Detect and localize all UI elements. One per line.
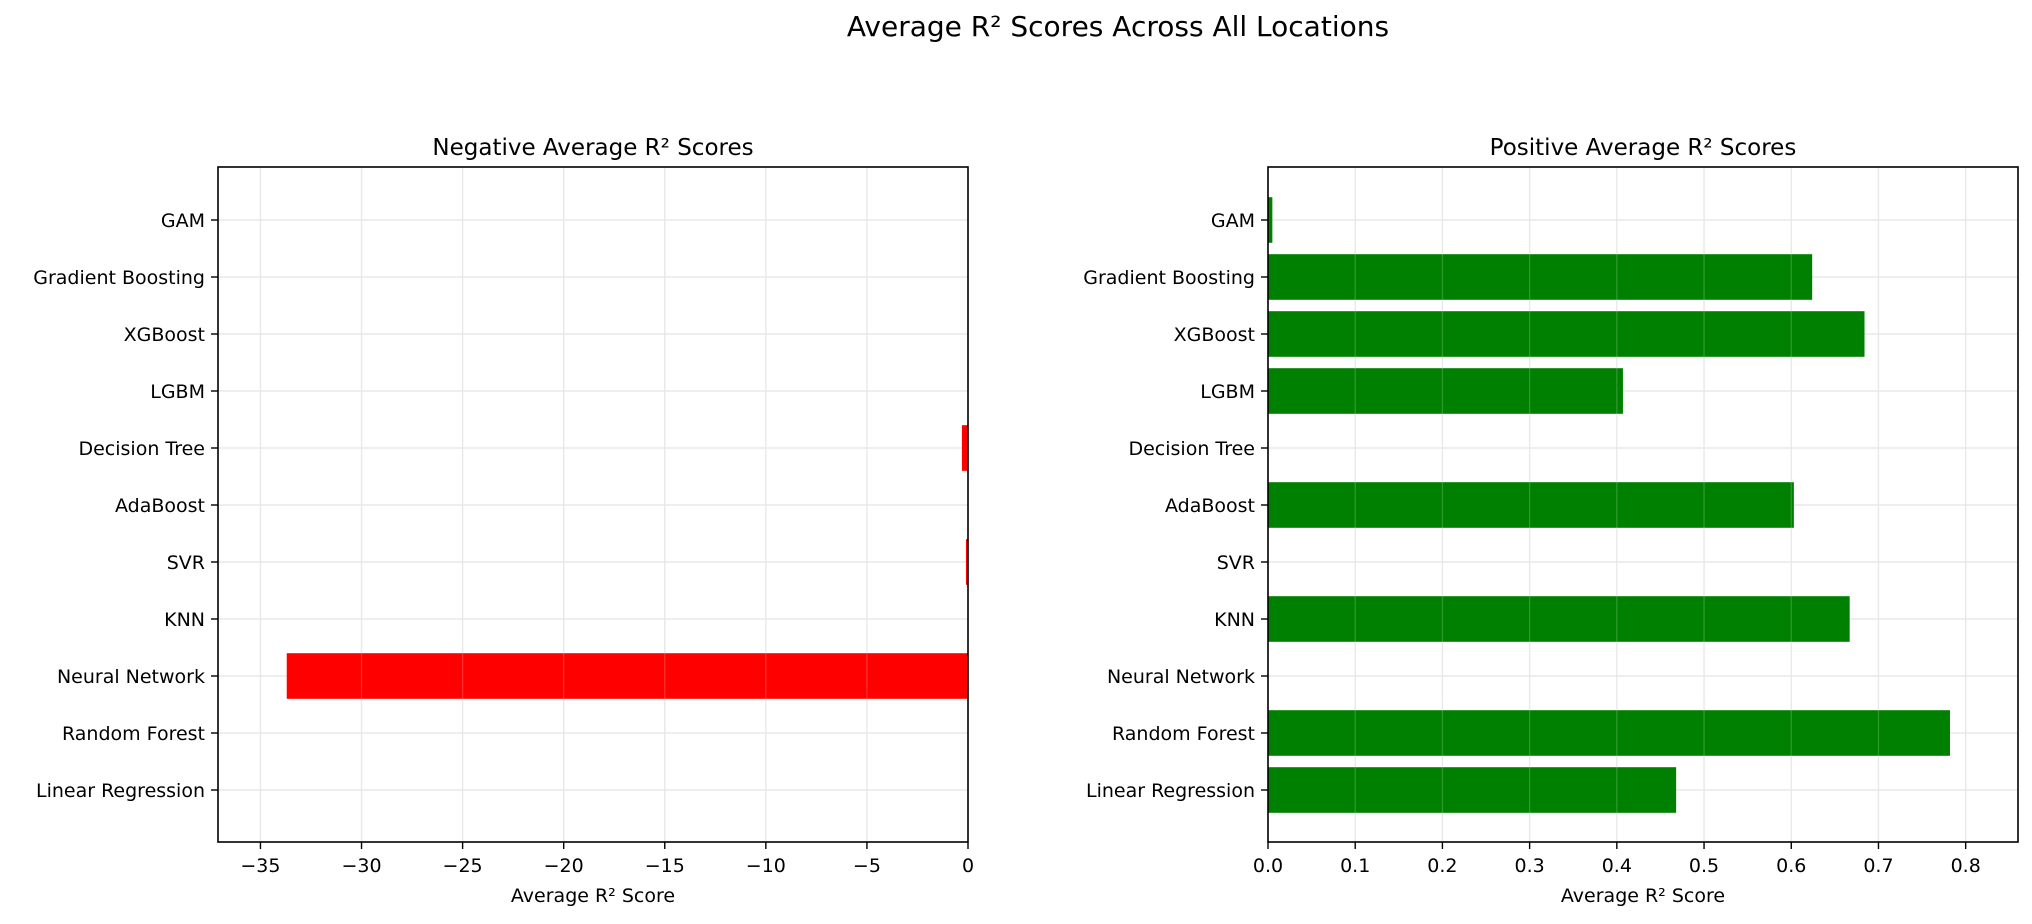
pos-xtick-label: 0.7 [1863, 855, 1893, 877]
neg-ytick-label: Neural Network [57, 666, 205, 688]
neg-ytick-label: Decision Tree [78, 438, 205, 460]
pos-xtick-label: 0.5 [1689, 855, 1719, 877]
pos-bar-linear-regression [1268, 767, 1677, 813]
neg-ytick-label: Random Forest [62, 723, 205, 745]
figure-suptitle: Average R² Scores Across All Locations [847, 10, 1389, 43]
pos-ytick-label: Random Forest [1112, 723, 1255, 745]
neg-ytick-label: LGBM [150, 381, 205, 403]
pos-xaxis-label: Average R² Score [1561, 885, 1725, 907]
neg-xtick-label: −10 [746, 855, 786, 877]
pos-ytick-label: AdaBoost [1165, 495, 1255, 517]
pos-ytick-label: Decision Tree [1128, 438, 1255, 460]
neg-ytick-label: GAM [161, 210, 205, 232]
neg-ytick-label: XGBoost [124, 324, 205, 346]
pos-subplot: 0.0 0.1 0.2 0.3 0.4 0.5 0.6 0.7 0.8 Linear Regres… [1083, 135, 2019, 907]
pos-xtick-label: 0.4 [1602, 855, 1632, 877]
neg-ytick-label: Gradient Boosting [33, 267, 205, 289]
pos-xtick-label: 0.0 [1253, 855, 1283, 877]
neg-bar-neural-network [286, 653, 968, 699]
pos-xtick-label: 0.6 [1776, 855, 1806, 877]
pos-xtick-label: 0.3 [1515, 855, 1545, 877]
neg-xaxis-label: Average R² Score [511, 885, 675, 907]
pos-xtick-label: 0.1 [1340, 855, 1370, 877]
neg-xtick-label: −15 [645, 855, 685, 877]
pos-ytick-label: XGBoost [1174, 324, 1255, 346]
pos-ytick-label: SVR [1217, 552, 1255, 574]
pos-xtick-label: 0.8 [1951, 855, 1981, 877]
neg-xtick-label: −20 [544, 855, 584, 877]
pos-ytick-label: LGBM [1200, 381, 1255, 403]
pos-bar-gradient-boosting [1268, 254, 1813, 300]
pos-ytick-label: Gradient Boosting [1083, 267, 1255, 289]
neg-xtick-label: −30 [341, 855, 381, 877]
neg-xtick-label: −5 [853, 855, 881, 877]
neg-xtick-label: −25 [443, 855, 483, 877]
neg-bar-decision-tree [961, 425, 968, 471]
pos-ytick-label: KNN [1214, 609, 1255, 631]
pos-subplot-title: Positive Average R² Scores [1490, 135, 1797, 161]
neg-ytick-label: SVR [167, 552, 205, 574]
pos-bar-gam [1268, 197, 1273, 243]
pos-xtick-label: 0.2 [1427, 855, 1457, 877]
pos-ytick-label: GAM [1211, 210, 1255, 232]
pos-ytick-label: Neural Network [1107, 666, 1255, 688]
neg-bar-svr [965, 539, 968, 585]
pos-bar-adaboost [1268, 482, 1794, 528]
pos-bar-random-forest [1268, 710, 1950, 756]
neg-ytick-label: KNN [164, 609, 205, 631]
pos-bar-xgboost [1268, 311, 1865, 357]
neg-subplot: −35 −30 −25 −20 −15 −10 −5 0 Linear Regression Ra… [33, 135, 974, 907]
pos-ytick-label: Linear Regression [1086, 780, 1255, 802]
neg-xtick-label: 0 [962, 855, 974, 877]
neg-ytick-label: AdaBoost [115, 495, 205, 517]
neg-subplot-title: Negative Average R² Scores [432, 135, 753, 161]
pos-bar-lgbm [1268, 368, 1623, 414]
pos-bar-knn [1268, 596, 1850, 642]
neg-ytick-label: Linear Regression [36, 780, 205, 802]
neg-xtick-label: −35 [240, 855, 280, 877]
